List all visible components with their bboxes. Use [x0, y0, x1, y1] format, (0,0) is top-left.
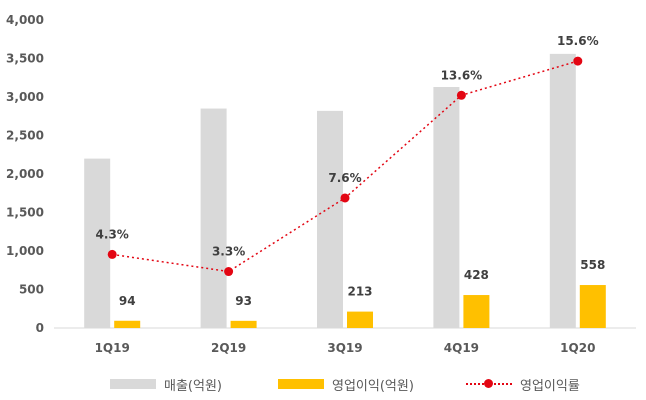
legend-item-operating-profit: 영업이익(억원) — [278, 372, 414, 396]
operating-profit-bar — [347, 311, 373, 328]
operating-margin-line — [112, 60, 579, 273]
legend-label-operating-profit: 영업이익(억원) — [332, 378, 414, 394]
x-tick-label: 1Q20 — [560, 341, 595, 355]
revenue-bar — [433, 86, 460, 329]
x-tick-label: 2Q19 — [211, 341, 246, 355]
operating-margin-point — [456, 90, 466, 100]
y-tick-label: 4,000 — [6, 13, 44, 27]
operating-profit-bar — [114, 320, 141, 328]
y-tick-label: 1,000 — [6, 244, 44, 258]
x-tick-label: 1Q19 — [95, 341, 130, 355]
revenue-bar — [317, 110, 343, 328]
y-tick-label: 1,500 — [6, 206, 44, 220]
operating-profit-label: 213 — [347, 285, 372, 299]
operating-margin-label: 13.6% — [441, 68, 483, 82]
legend-label-revenue: 매출(억원) — [164, 378, 222, 394]
operating-profit-bar — [463, 295, 490, 328]
operating-profit-bar — [579, 285, 606, 328]
operating-margin-label: 7.6% — [328, 171, 361, 185]
operating-margin-label: 3.3% — [212, 245, 245, 259]
legend-item-operating-margin: 영업이익률 — [466, 372, 580, 396]
legend-swatch-operating-profit — [278, 379, 324, 389]
operating-profit-label: 558 — [580, 258, 605, 272]
y-tick-label: 3,000 — [6, 90, 44, 104]
legend-label-operating-margin: 영업이익률 — [520, 378, 580, 394]
legend-item-revenue: 매출(억원) — [110, 372, 222, 396]
legend-swatch-operating-margin — [466, 379, 512, 389]
revenue-bar — [200, 108, 227, 328]
y-tick-label: 3,500 — [6, 52, 44, 66]
operating-margin-point — [573, 56, 583, 66]
operating-profit-label: 93 — [235, 294, 252, 308]
operating-profit-bar — [230, 320, 257, 328]
operating-profit-label: 428 — [464, 268, 489, 282]
y-tick-label: 2,500 — [6, 129, 44, 143]
revenue-bar — [84, 158, 111, 328]
operating-margin-point — [224, 267, 234, 277]
y-tick-label: 0 — [36, 321, 44, 335]
operating-margin-point — [340, 193, 350, 203]
chart: 0 500 1,000 1,500 2,000 2,500 3,000 3,500 4,000 9… — [6, 13, 636, 355]
operating-margin-label: 4.3% — [96, 227, 129, 241]
legend: 매출(억원) 영업이익(억원) 영업이익률 — [0, 372, 646, 396]
operating-margin-label: 15.6% — [557, 34, 599, 48]
operating-profit-label: 94 — [119, 294, 136, 308]
y-tick-label: 500 — [19, 283, 44, 297]
x-tick-label: 4Q19 — [444, 341, 479, 355]
y-tick-label: 2,000 — [6, 167, 44, 181]
legend-swatch-revenue — [110, 379, 156, 389]
revenue-bar — [549, 53, 576, 328]
operating-margin-point — [107, 249, 117, 259]
x-tick-label: 3Q19 — [327, 341, 362, 355]
